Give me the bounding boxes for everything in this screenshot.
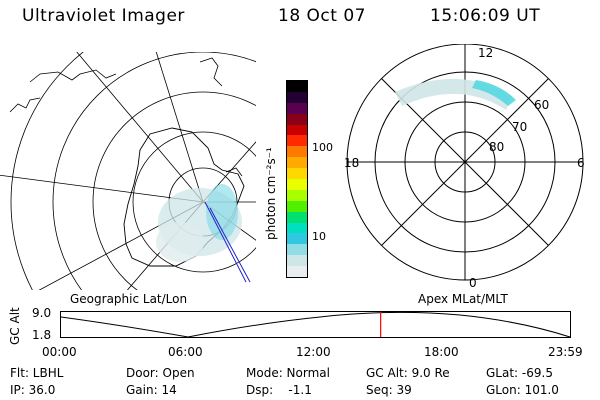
mlt-label-18: 18	[344, 156, 360, 170]
geographic-caption: Geographic Lat/Lon	[70, 292, 188, 306]
colorbar-segment	[287, 135, 307, 147]
status-door: Door: Open	[126, 366, 195, 380]
altitude-timeline	[60, 311, 571, 338]
colorbar-tick-10: 10	[312, 230, 326, 243]
colorbar-segment	[287, 157, 307, 169]
status-gc-alt: GC Alt: 9.0 Re	[366, 366, 450, 380]
colorbar-segment	[287, 189, 307, 201]
status-filter: Flt: LBHL	[10, 366, 64, 380]
colorbar-segment	[287, 211, 307, 223]
colorbar-segment	[287, 266, 307, 278]
mlt-label-6: 6	[577, 156, 585, 170]
colorbar-segment	[287, 124, 307, 136]
mlat-label-70: 70	[512, 120, 528, 134]
time-label: 15:06:09 UT	[430, 6, 541, 26]
colorbar-segment	[287, 200, 307, 212]
polar-caption: Apex MLat/MLT	[418, 292, 508, 306]
status-ip: IP: 36.0	[10, 383, 56, 397]
polar-plot	[346, 44, 584, 281]
mlt-label-12: 12	[478, 46, 494, 60]
colorbar-segment	[287, 146, 307, 158]
date-label: 18 Oct 07	[278, 6, 366, 26]
colorbar-segment	[287, 222, 307, 234]
timeline-xtick-0000: 00:00	[42, 345, 77, 359]
colorbar-segment	[287, 91, 307, 103]
instrument-title: Ultraviolet Imager	[22, 6, 185, 26]
status-glat: GLat: -69.5	[486, 366, 553, 380]
status-dsp: Dsp: -1.1	[246, 383, 312, 397]
status-glon: GLon: 101.0	[486, 383, 559, 397]
colorbar-segment	[287, 244, 307, 256]
colorbar-tick-100: 100	[312, 141, 333, 154]
colorbar-segment	[287, 179, 307, 190]
timeline-xtick-1200: 12:00	[296, 345, 331, 359]
timeline-ylabel: GC Alt	[8, 307, 22, 345]
timeline-ytick-low: 1.8	[32, 328, 52, 342]
status-mode: Mode: Normal	[246, 366, 330, 380]
colorbar-segment	[287, 255, 307, 267]
colorbar	[286, 80, 308, 278]
colorbar-unit-label: photon cm⁻²s⁻¹	[264, 147, 278, 240]
timeline-xtick-0600: 06:00	[168, 345, 203, 359]
colorbar-segment	[287, 81, 307, 92]
mlat-label-80: 80	[489, 140, 505, 154]
timeline-ytick-high: 9.0	[32, 306, 52, 320]
mlt-label-0: 0	[469, 276, 477, 290]
status-gain: Gain: 14	[126, 383, 177, 397]
geographic-map	[0, 52, 256, 290]
colorbar-segment	[287, 168, 307, 180]
status-seq: Seq: 39	[366, 383, 412, 397]
timeline-xtick-2359: 23:59	[548, 345, 583, 359]
mlat-label-60: 60	[534, 98, 550, 112]
colorbar-segment	[287, 233, 307, 245]
colorbar-segment	[287, 102, 307, 114]
colorbar-segment	[287, 113, 307, 125]
timeline-xtick-1800: 18:00	[424, 345, 459, 359]
